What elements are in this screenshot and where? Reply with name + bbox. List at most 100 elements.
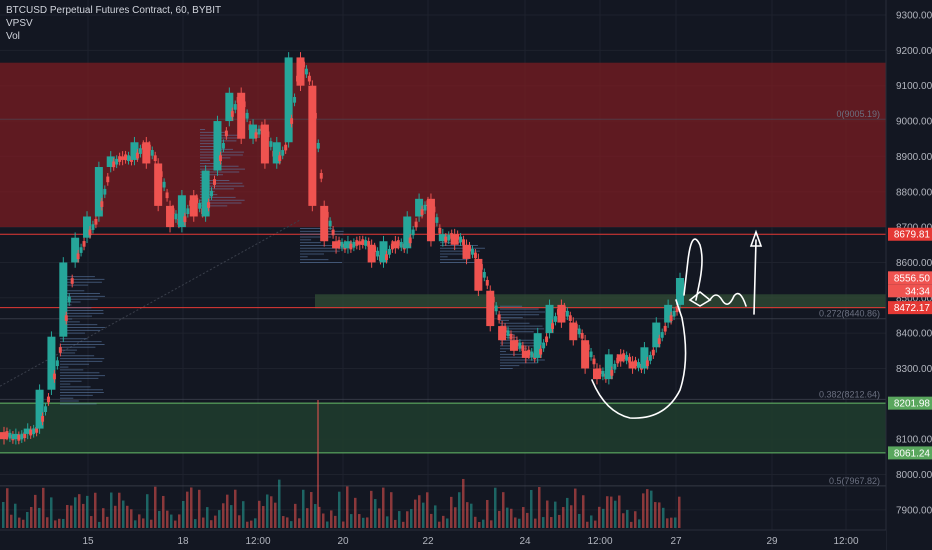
volume-bar [170, 514, 173, 528]
candle-body [307, 75, 311, 82]
symbol-title[interactable]: BTCUSD Perpetual Futures Contract, 60, B… [6, 5, 222, 16]
volume-bar [142, 518, 145, 528]
candle-body [610, 370, 614, 376]
y-tick-label: 8500.00 [896, 293, 932, 304]
candle-body [171, 208, 175, 215]
time-axis[interactable] [0, 530, 886, 550]
volume-bar [450, 496, 453, 528]
volume-bar [474, 516, 477, 528]
volume-bar [254, 518, 257, 528]
candle-body [432, 206, 436, 213]
candle-body [64, 315, 68, 321]
volume-bar [278, 479, 281, 528]
price-level-label: 8679.81 [894, 230, 931, 241]
volume-bar [317, 400, 319, 528]
x-tick-label: 22 [422, 536, 434, 547]
volume-bar [158, 510, 161, 528]
candle-body [580, 332, 584, 339]
fib-label: 0.5(7967.82) [829, 476, 880, 486]
candle-body [8, 432, 12, 439]
volume-bar [482, 519, 485, 528]
volume-bar [494, 487, 497, 528]
fib-label: 0.272(8440.86) [819, 309, 880, 319]
volume-bar [430, 513, 433, 528]
volume-bar [554, 501, 557, 528]
candle-body [41, 416, 45, 422]
candle-body [355, 241, 364, 245]
candle-body [296, 57, 305, 86]
candle-body [174, 213, 178, 220]
candle-body [308, 85, 317, 206]
candle-body [435, 217, 439, 223]
candle-body [408, 237, 412, 244]
volume-bar [210, 520, 213, 528]
candle-body [83, 216, 92, 238]
candle-body [198, 203, 202, 209]
candle-body [44, 406, 48, 412]
candle-body [494, 305, 498, 312]
candle-body [373, 246, 377, 253]
volume-bar [10, 514, 13, 528]
support-zone-small [315, 294, 886, 309]
candle-body [153, 155, 157, 161]
candle-body [210, 190, 214, 197]
volume-bar [262, 506, 265, 528]
x-tick-label: 12:00 [587, 536, 612, 547]
volume-bar [94, 492, 97, 528]
volume-bar [154, 486, 157, 528]
candle-body [577, 328, 581, 335]
volume-bar [666, 518, 669, 528]
volume-bar [630, 521, 633, 528]
candle-body [456, 233, 460, 240]
candle-body [645, 360, 649, 367]
y-tick-label: 9300.00 [896, 11, 932, 22]
volume-bar [58, 518, 61, 528]
hand-drawing [749, 229, 763, 247]
volume-bar [434, 505, 437, 528]
candle-body [562, 306, 566, 313]
volume-bar [294, 503, 297, 528]
volume-bar [402, 521, 405, 528]
volume-bar [74, 497, 77, 528]
volume-bar [638, 519, 641, 528]
candle-body [166, 205, 175, 228]
volume-bar [674, 517, 677, 528]
fib-label: 0.382(8212.64) [819, 389, 880, 399]
candle-body [376, 250, 380, 257]
volume-bar [90, 516, 93, 528]
candle-body [467, 245, 471, 252]
candle-body [147, 144, 151, 151]
x-tick-label: 20 [337, 536, 349, 547]
candle-body [420, 209, 424, 215]
candle-body [142, 142, 151, 164]
volume-indicator-label[interactable]: Vol [6, 31, 20, 42]
volume-bar [338, 491, 341, 528]
candle-body [332, 241, 341, 249]
vpsv-indicator-label[interactable]: VPSV [6, 18, 33, 29]
candle-body [553, 316, 557, 322]
candle-body [474, 258, 483, 291]
volume-bar [282, 516, 285, 528]
candle-body [124, 154, 128, 161]
candle-body [672, 310, 676, 317]
candle-body [218, 155, 222, 161]
y-tick-label: 9100.00 [896, 81, 932, 92]
candle-body [254, 132, 258, 139]
volume-bar [30, 507, 33, 528]
candle-body [491, 296, 495, 303]
candle-body [628, 356, 632, 363]
candle-body [183, 216, 187, 222]
fib-label: 0(9005.19) [836, 109, 880, 119]
volume-bar [302, 489, 305, 528]
candle-body [162, 181, 166, 188]
candle-body [539, 348, 543, 355]
candle-body [278, 155, 282, 161]
volume-bar [410, 509, 413, 528]
candle-body [479, 264, 483, 270]
candle-body [304, 68, 308, 75]
volume-bar [78, 494, 81, 528]
volume-bar [114, 505, 117, 528]
volume-bar [46, 517, 49, 528]
